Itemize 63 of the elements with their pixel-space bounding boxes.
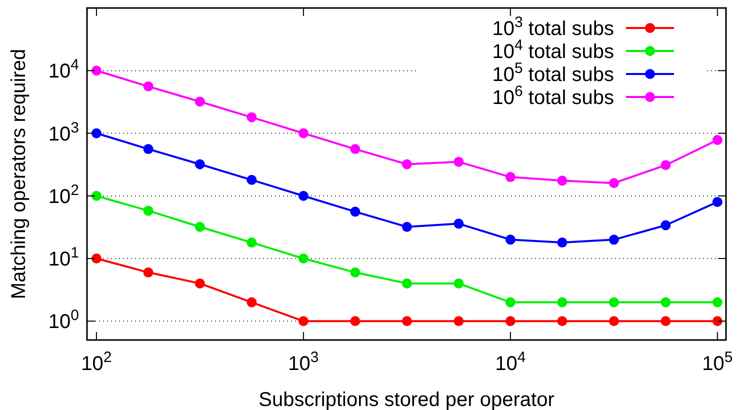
point: [91, 190, 102, 201]
point: [402, 316, 412, 326]
y-tick-label: 10$^{1}$: [48, 244, 79, 271]
point: [557, 297, 568, 308]
point: [660, 316, 671, 326]
point: [91, 66, 102, 76]
point: [454, 218, 464, 229]
point: [608, 234, 619, 245]
point: [660, 220, 671, 230]
point: [402, 159, 412, 170]
point: [298, 316, 308, 326]
point: [350, 144, 360, 154]
point: [608, 316, 619, 326]
point: [608, 297, 619, 308]
point: [454, 156, 464, 167]
point: [246, 174, 257, 185]
x-tick-label: 10$^{5}$: [702, 348, 733, 375]
point: [143, 81, 154, 92]
point: [660, 160, 671, 170]
point: [557, 176, 568, 186]
point: [91, 128, 102, 138]
point: [194, 222, 205, 232]
point: [350, 316, 360, 326]
y-tick-label: 10$^{4}$: [48, 56, 79, 83]
point: [608, 178, 619, 188]
point: [454, 278, 464, 288]
point: [246, 238, 257, 248]
point: [246, 112, 257, 122]
point: [194, 278, 205, 288]
point: [505, 297, 516, 308]
point: [557, 238, 568, 248]
point: [298, 254, 308, 264]
y-tick-label: 10$^{2}$: [48, 181, 79, 208]
point: [660, 297, 671, 308]
point: [194, 159, 205, 170]
point: [298, 190, 308, 201]
y-tick-label: 10$^{3}$: [48, 118, 79, 146]
point: [402, 222, 412, 232]
point: [246, 297, 257, 308]
y-axis-title: Matching operators required: [8, 48, 30, 300]
point: [712, 297, 722, 308]
point: [712, 316, 722, 326]
x-tick-label: 10$^{3}$: [288, 348, 319, 375]
point: [143, 267, 154, 278]
point: [712, 135, 722, 146]
point: [350, 267, 360, 278]
point: [91, 254, 102, 264]
x-tick-label: 10$^{2}$: [81, 348, 112, 375]
point: [194, 96, 205, 107]
point: [712, 196, 722, 207]
y-tick-label: 10$^{0}$: [48, 306, 79, 334]
point: [557, 316, 568, 326]
point: [350, 206, 360, 217]
x-tick-label: 10$^{4}$: [495, 348, 526, 375]
x-axis-title: Subscriptions stored per operator: [258, 389, 555, 410]
point: [505, 172, 516, 182]
point: [454, 316, 464, 326]
point: [505, 234, 516, 245]
point: [143, 144, 154, 154]
point: [143, 206, 154, 216]
point: [298, 128, 308, 138]
point: [402, 278, 412, 288]
point: [505, 316, 516, 326]
